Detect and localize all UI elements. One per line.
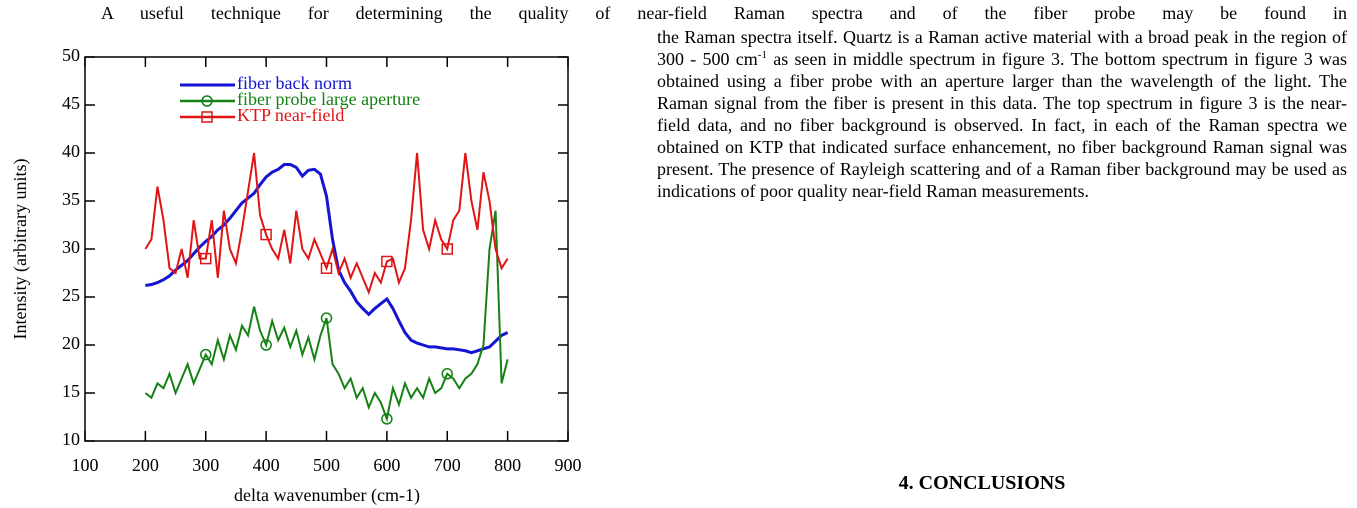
x-tick-label: 600 — [373, 455, 400, 475]
y-tick-label: 45 — [62, 93, 80, 113]
y-tick-label: 15 — [62, 381, 80, 401]
y-tick-label: 20 — [62, 333, 80, 353]
y-tick-label: 35 — [62, 189, 80, 209]
marker — [320, 312, 333, 324]
section-heading: 4. CONCLUSIONS — [898, 472, 1066, 494]
y-axis-label: Intensity (arbitrary units) — [10, 159, 31, 340]
superscript: -1 — [757, 49, 767, 61]
series-line — [144, 210, 509, 423]
y-tick-label: 30 — [62, 237, 80, 257]
y-tick-label: 40 — [62, 141, 80, 161]
series-line — [145, 163, 509, 355]
x-tick-label: 300 — [192, 455, 219, 475]
x-tick-label: 400 — [253, 455, 280, 475]
y-tick-label: 50 — [62, 45, 80, 65]
x-tick-label: 700 — [434, 455, 461, 475]
marker — [200, 252, 212, 265]
chart: delta wavenumber (cm-1) Intensity (arbit… — [10, 45, 582, 506]
x-tick-label: 900 — [555, 455, 582, 475]
marker — [260, 228, 272, 241]
marker — [441, 368, 453, 380]
x-axis-label: delta wavenumber (cm-1) — [234, 485, 420, 506]
marker — [200, 348, 212, 361]
legend-label: fiber back norm — [237, 73, 352, 93]
text: as seen in middle spectrum in figure 3. … — [657, 49, 1348, 201]
marker — [381, 413, 393, 425]
legend-label: fiber probe large aperture — [237, 89, 420, 109]
x-tick-label: 800 — [494, 455, 521, 475]
paragraph: the Raman spectra itself. Quartz is a Ra… — [657, 26, 1347, 202]
x-tick-label: 500 — [313, 455, 340, 475]
x-tick-label: 100 — [72, 455, 99, 475]
intro-line: A useful technique for determining the q… — [101, 3, 1347, 23]
marker — [201, 95, 213, 107]
marker — [441, 243, 453, 255]
text: the Raman spectra itself. Quartz is a Ra… — [657, 27, 1347, 69]
y-tick-label: 25 — [62, 285, 80, 305]
marker — [260, 339, 272, 351]
marker — [201, 111, 213, 123]
series-line — [144, 152, 509, 296]
y-tick-label: 10 — [62, 429, 80, 449]
marker — [381, 255, 393, 268]
marker — [320, 262, 333, 274]
plot-area — [144, 152, 509, 425]
legend-label: KTP near-field — [237, 105, 344, 125]
x-tick-label: 200 — [132, 455, 159, 475]
